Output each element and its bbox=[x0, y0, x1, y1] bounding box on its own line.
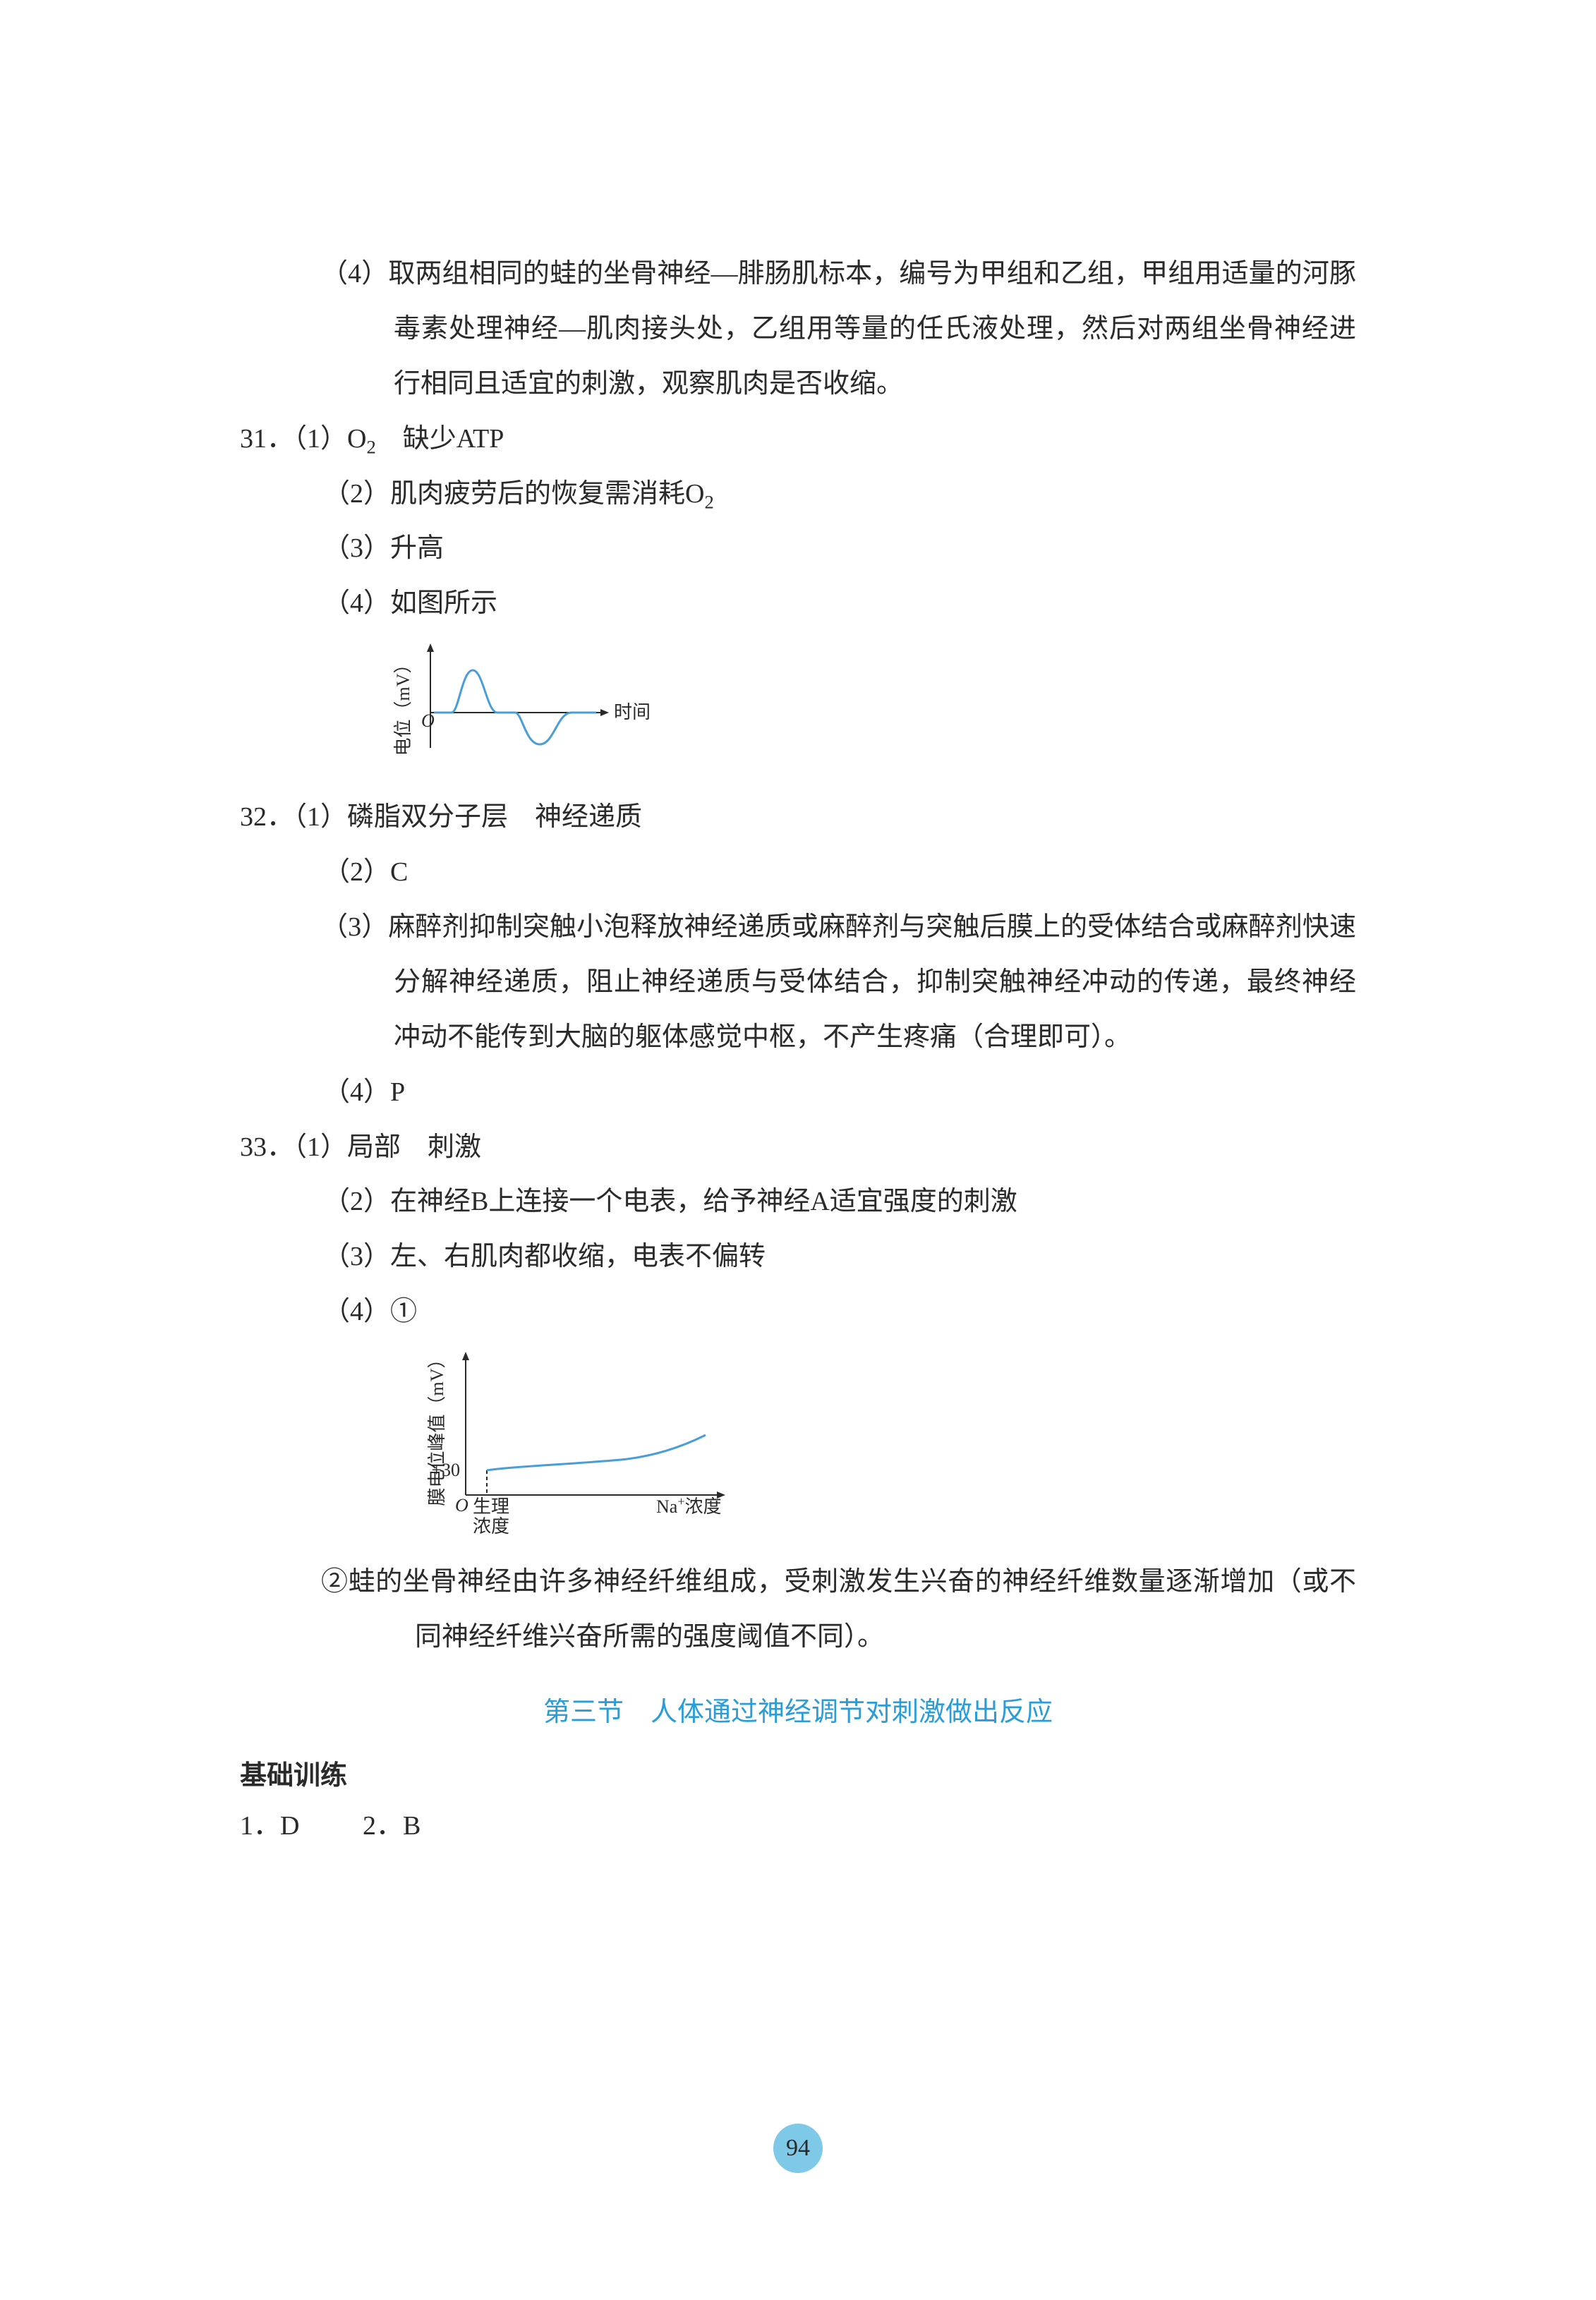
q33-sub4-1: （4）① bbox=[240, 1285, 1356, 1340]
chart2-xlabel: Na+浓度 bbox=[656, 1494, 722, 1517]
chart2-origin: O bbox=[455, 1495, 468, 1515]
chart1-xlabel: 时间（ms） bbox=[614, 702, 660, 722]
q31-line1: 31．（1）O2 缺少ATP bbox=[240, 412, 1356, 467]
chart1-y-arrow bbox=[427, 643, 434, 652]
q33-sub2: （2）在神经B上连接一个电表，给予神经A适宜强度的刺激 bbox=[240, 1175, 1356, 1230]
q31-number: 31． bbox=[240, 424, 294, 454]
section-title: 第三节 人体通过神经调节对刺激做出反应 bbox=[240, 1690, 1356, 1729]
q33-sub4-2: ②蛙的坐骨神经由许多神经纤维组成，受刺激发生兴奋的神经纤维数量逐渐增加（或不同神… bbox=[240, 1555, 1356, 1665]
q33-sub3: （3）左、右肌肉都收缩，电表不偏转 bbox=[240, 1230, 1356, 1285]
q33-number: 33． bbox=[240, 1132, 294, 1162]
action-potential-chart: 电位（mV） O 时间（ms） bbox=[392, 635, 660, 776]
chart2-xtick-line1: 生理 bbox=[473, 1496, 509, 1517]
chart1-ylabel: 电位（mV） bbox=[393, 655, 413, 756]
q31-sub3: （3）升高 bbox=[240, 521, 1356, 576]
q30-sub4: （4）取两组相同的蛙的坐骨神经—腓肠肌标本，编号为甲组和乙组，甲组用适量的河豚毒… bbox=[240, 247, 1356, 412]
chart1-container: 电位（mV） O 时间（ms） bbox=[392, 635, 1356, 780]
q31-sub1-text: （1）O2 缺少ATP bbox=[294, 424, 504, 454]
q31-sub2: （2）肌肉疲劳后的恢复需消耗O2 bbox=[240, 467, 1356, 522]
subsection-title: 基础训练 bbox=[240, 1753, 1356, 1792]
chart1-x-arrow bbox=[600, 709, 609, 716]
basic-answers-row: 1．D 2．B bbox=[240, 1799, 1356, 1854]
q32-sub3: （3）麻醉剂抑制突触小泡释放神经递质或麻醉剂与突触后膜上的受体结合或麻醉剂快速分… bbox=[240, 900, 1356, 1065]
page-number-badge: 94 bbox=[773, 2124, 823, 2173]
chart1-curve bbox=[434, 670, 596, 744]
q33-line1: 33．（1）局部 刺激 bbox=[240, 1120, 1356, 1175]
chart2-ytick: +30 bbox=[431, 1460, 460, 1480]
q33-sub1: （1）局部 刺激 bbox=[294, 1132, 481, 1162]
chart2-container: 膜电位峰值（mV） +30 O 生理 浓度 Na+浓度 bbox=[423, 1343, 1356, 1544]
chart2-ylabel: 膜电位峰值（mV） bbox=[427, 1350, 447, 1506]
chart2-xtick-line2: 浓度 bbox=[473, 1516, 509, 1537]
chart2-curve bbox=[487, 1435, 706, 1470]
q32-sub2: （2）C bbox=[240, 845, 1356, 900]
q31-sub4: （4）如图所示 bbox=[240, 576, 1356, 631]
answer-2: 2．B bbox=[363, 1799, 421, 1854]
chart1-origin: O bbox=[421, 710, 435, 731]
chart2-y-arrow bbox=[462, 1352, 469, 1360]
q32-sub4: （4）P bbox=[240, 1065, 1356, 1120]
q32-sub1: （1）磷脂双分子层 神经递质 bbox=[294, 802, 642, 832]
answer-1: 1．D bbox=[240, 1799, 299, 1854]
membrane-potential-chart: 膜电位峰值（mV） +30 O 生理 浓度 Na+浓度 bbox=[423, 1343, 748, 1541]
page-content: （4）取两组相同的蛙的坐骨神经—腓肠肌标本，编号为甲组和乙组，甲组用适量的河豚毒… bbox=[0, 0, 1596, 1995]
q32-number: 32． bbox=[240, 802, 294, 832]
page-number-text: 94 bbox=[786, 2135, 810, 2162]
q32-line1: 32．（1）磷脂双分子层 神经递质 bbox=[240, 790, 1356, 845]
